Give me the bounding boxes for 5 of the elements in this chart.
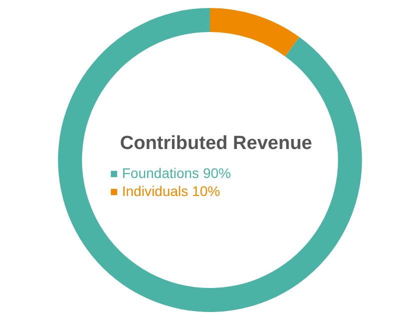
text: Contributed Revenue [120, 133, 312, 154]
donut-slice [58, 8, 362, 312]
legend-label: Individuals 10% [122, 183, 220, 199]
legend-label: Foundations 90% [122, 165, 231, 181]
donut-slice [210, 8, 300, 56]
